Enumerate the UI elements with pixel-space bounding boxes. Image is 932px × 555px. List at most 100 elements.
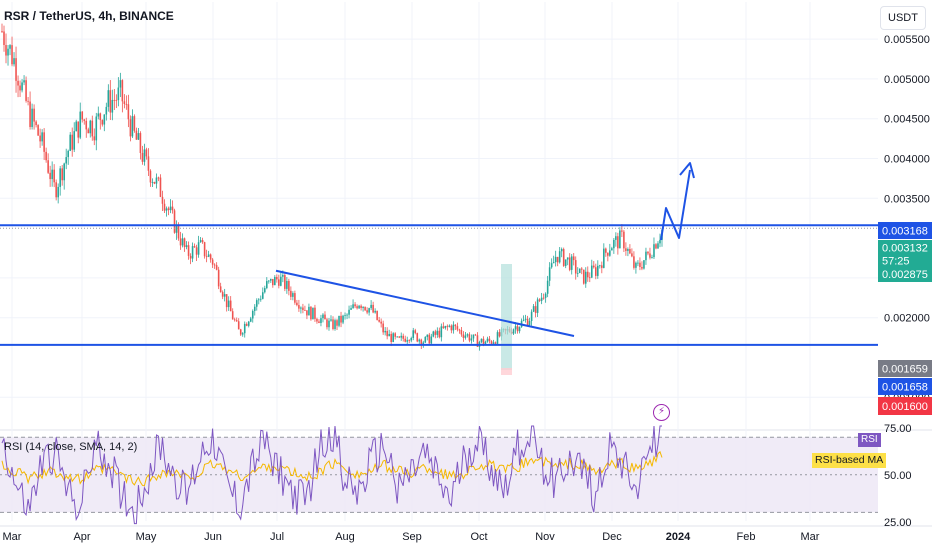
candle-body — [550, 263, 553, 268]
candle-body — [83, 119, 86, 121]
rsi-tick-label: 75.00 — [884, 423, 912, 435]
candle-body — [205, 256, 208, 258]
candle-body — [454, 324, 457, 327]
candle-body — [67, 150, 70, 158]
candle-body — [7, 48, 9, 56]
candle-body — [215, 265, 218, 270]
candle-body — [195, 247, 198, 255]
price-tick-label: 0.002000 — [884, 313, 930, 325]
candle-body — [422, 342, 425, 346]
candle-body — [33, 108, 35, 122]
candle-body — [51, 169, 53, 180]
candle-body — [229, 300, 232, 312]
candle-body — [647, 251, 649, 254]
candle-body — [522, 319, 525, 321]
time-tick-label: Dec — [602, 531, 622, 543]
candle-body — [87, 129, 90, 134]
candle-body — [356, 306, 358, 309]
candle-body — [9, 45, 11, 49]
candle-body — [119, 80, 122, 88]
candle-body — [538, 299, 541, 301]
candle-body — [276, 277, 278, 280]
candle-body — [159, 177, 162, 197]
candle-body — [637, 262, 639, 264]
candle-body — [651, 257, 653, 258]
candle-body — [101, 120, 104, 125]
highlight-rect-low — [501, 368, 512, 375]
candle-body — [266, 281, 268, 289]
candle-body — [412, 330, 415, 339]
time-tick-label: 2024 — [666, 531, 691, 543]
candle-body — [526, 318, 529, 326]
candle-body — [197, 242, 200, 255]
candle-body — [231, 311, 234, 320]
candle-body — [165, 208, 168, 211]
candle-body — [404, 338, 407, 342]
candle-body — [599, 265, 601, 267]
candle-body — [249, 318, 252, 322]
candle-body — [464, 335, 467, 338]
candle-body — [358, 305, 360, 309]
candle-body — [121, 80, 124, 102]
candle-body — [89, 120, 92, 134]
rsi-ma-badge: RSI-based MA — [812, 453, 887, 468]
candle-body — [582, 269, 585, 284]
candle-body — [394, 333, 396, 337]
candle-body — [227, 300, 230, 308]
candle-body — [13, 58, 15, 65]
rsi-tick-label: 25.00 — [884, 517, 912, 529]
candle-body — [540, 297, 543, 301]
rsi-line — [1, 425, 662, 525]
candle-body — [466, 334, 469, 336]
candle-body — [189, 255, 192, 259]
candle-body — [292, 293, 294, 297]
candle-body — [605, 248, 607, 253]
candle-body — [554, 256, 557, 263]
candle-body — [211, 259, 214, 265]
candle-body — [177, 224, 180, 239]
currency-button[interactable]: USDT — [880, 6, 926, 30]
candle-body — [23, 80, 25, 83]
descending-trendline — [275, 269, 575, 337]
candle-body — [81, 111, 84, 120]
candle-body — [239, 329, 242, 335]
candle-body — [524, 318, 527, 320]
projection-path — [660, 169, 691, 241]
candle-body — [175, 224, 178, 233]
candle-body — [268, 280, 270, 282]
candle-body — [350, 308, 352, 310]
candle-body — [235, 320, 238, 322]
time-tick-label: May — [136, 531, 157, 543]
candle-body — [243, 323, 246, 334]
candle-body — [173, 210, 176, 233]
lightning-alert-icon[interactable]: ⚡ — [653, 404, 670, 421]
candle-body — [255, 300, 258, 307]
candle-body — [169, 206, 172, 211]
price-tick-label: 0.004000 — [884, 154, 930, 166]
candle-body — [406, 340, 409, 342]
candle-body — [298, 305, 300, 309]
candle-body — [514, 326, 517, 330]
candle-body — [85, 120, 88, 130]
candle-body — [153, 181, 156, 184]
candle-body — [408, 340, 411, 341]
candle-body — [607, 252, 609, 256]
candle-body — [338, 315, 340, 326]
rsi-title: RSI (14, close, SMA, 14, 2) — [4, 441, 138, 453]
candle-body — [645, 251, 647, 261]
candle-body — [278, 279, 280, 286]
candle-body — [316, 318, 318, 322]
candle-body — [1, 31, 3, 32]
candle-body — [480, 338, 483, 342]
candle-body — [544, 293, 547, 298]
candle-body — [143, 149, 146, 162]
candle-body — [117, 87, 120, 101]
candle-body — [384, 330, 386, 333]
candle-body — [113, 99, 116, 101]
candle-body — [348, 309, 350, 315]
candle-body — [272, 278, 274, 286]
candle-body — [336, 320, 338, 326]
candle-body — [334, 320, 336, 329]
